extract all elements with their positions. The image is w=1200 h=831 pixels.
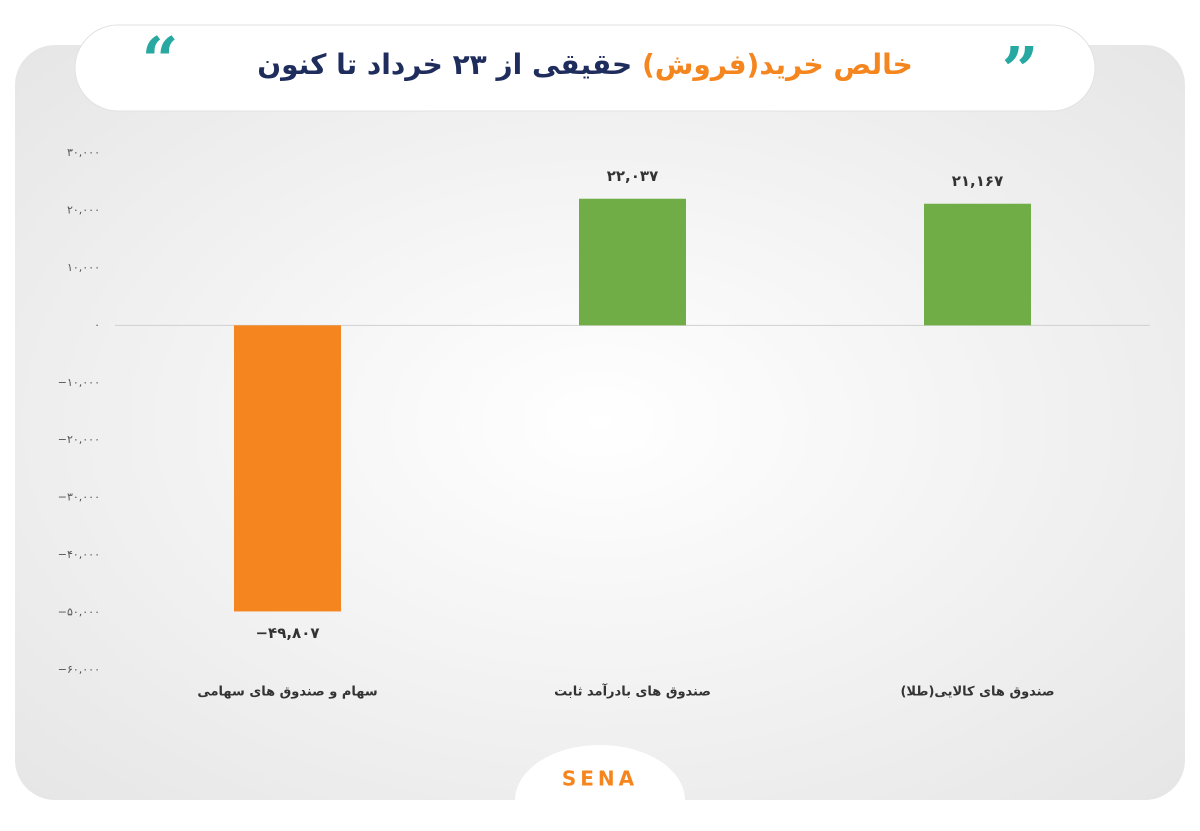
bar bbox=[579, 198, 686, 326]
bar bbox=[234, 325, 341, 612]
x-tick-label: صندوق های بادرآمد ثابت bbox=[554, 683, 711, 700]
y-tick-label: ۳۰,۰۰۰ bbox=[67, 146, 100, 159]
quote-mark: ” bbox=[1002, 34, 1039, 109]
y-tick-label: −۱۰,۰۰۰ bbox=[58, 376, 100, 389]
logo: SENA bbox=[562, 767, 638, 791]
value-label: ۲۱,۱۶۷ bbox=[952, 172, 1003, 190]
value-label: ۲۲,۰۳۷ bbox=[607, 167, 658, 185]
bar bbox=[924, 203, 1031, 326]
title-part: حقیقی از ۲۳ خرداد تا کنون bbox=[257, 48, 632, 81]
x-tick-label: سهام و صندوق های سهامی bbox=[197, 685, 377, 700]
y-tick-label: −۶۰,۰۰۰ bbox=[58, 663, 100, 676]
y-tick-label: ۲۰,۰۰۰ bbox=[67, 203, 100, 216]
y-tick-label: ۱۰,۰۰۰ bbox=[67, 261, 100, 274]
quote-mark: “ bbox=[142, 24, 179, 99]
y-tick-label: −۲۰,۰۰۰ bbox=[58, 433, 100, 446]
y-tick-label: −۴۰,۰۰۰ bbox=[58, 548, 100, 561]
chart-title: خالص خرید(فروش) حقیقی از ۲۳ خرداد تا کنو… bbox=[257, 48, 913, 81]
y-tick-label: −۳۰,۰۰۰ bbox=[58, 491, 100, 504]
title-part: خالص خرید(فروش) bbox=[642, 48, 913, 81]
y-tick-label: −۵۰,۰۰۰ bbox=[58, 606, 100, 619]
value-label: −۴۹,۸۰۷ bbox=[255, 624, 319, 642]
logo-bg bbox=[515, 745, 685, 800]
x-tick-label: صندوق های کالایی(طلا) bbox=[900, 685, 1054, 700]
y-tick-label: ۰ bbox=[94, 318, 100, 331]
title-pill bbox=[74, 24, 1096, 112]
